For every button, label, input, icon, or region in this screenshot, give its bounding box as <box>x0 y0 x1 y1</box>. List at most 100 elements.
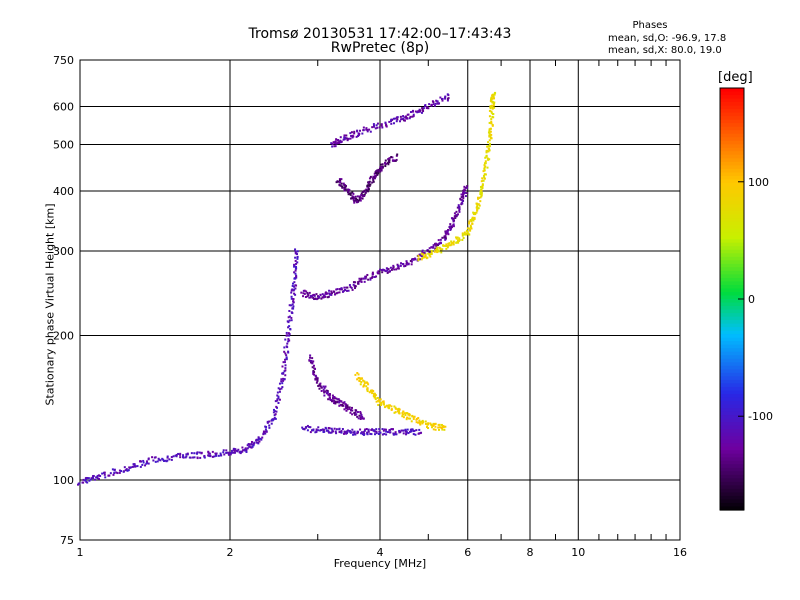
data-point <box>399 115 402 118</box>
colorbar-segment <box>720 274 744 279</box>
data-point <box>421 250 424 253</box>
colorbar-segment <box>720 418 744 423</box>
data-point <box>422 253 425 256</box>
data-point <box>440 251 443 254</box>
data-point <box>323 295 326 298</box>
data-point <box>380 123 383 126</box>
data-point <box>338 404 341 407</box>
data-point <box>389 266 392 269</box>
data-point <box>366 130 369 133</box>
colorbar-segment <box>720 376 744 381</box>
data-point <box>437 426 440 429</box>
colorbar-segment <box>720 197 744 202</box>
data-point <box>359 278 362 281</box>
data-point <box>396 263 399 266</box>
colorbar-segment <box>720 397 744 402</box>
data-point <box>490 111 493 114</box>
data-point <box>355 413 358 416</box>
data-point <box>289 328 292 331</box>
colorbar-segment <box>720 133 744 138</box>
data-point <box>355 135 358 138</box>
data-point <box>222 449 225 452</box>
data-point <box>410 260 413 263</box>
data-point <box>466 185 469 188</box>
data-point <box>326 391 329 394</box>
data-point <box>345 134 348 137</box>
data-point <box>358 280 361 283</box>
data-point <box>488 158 491 161</box>
data-point <box>440 423 443 426</box>
data-point <box>203 456 206 459</box>
data-point <box>363 433 366 436</box>
data-point <box>423 252 426 255</box>
data-point <box>268 424 271 427</box>
data-point <box>314 431 317 434</box>
data-point <box>338 142 341 145</box>
data-point <box>312 364 315 367</box>
data-point <box>432 244 435 247</box>
data-point <box>351 288 354 291</box>
data-point <box>429 422 432 425</box>
colorbar-segment <box>720 341 744 346</box>
x-tick-label: 6 <box>464 546 471 559</box>
data-point <box>399 431 402 434</box>
data-point <box>367 428 370 431</box>
data-point <box>346 191 349 194</box>
data-point <box>343 138 346 141</box>
data-point <box>412 417 415 420</box>
data-point <box>424 253 427 256</box>
data-point <box>132 465 135 468</box>
colorbar-segment <box>720 186 744 191</box>
data-point <box>328 293 331 296</box>
data-point <box>374 127 377 130</box>
colorbar-segment <box>720 207 744 212</box>
colorbar-segment <box>720 228 744 233</box>
data-point <box>390 122 393 125</box>
data-point <box>458 205 461 208</box>
data-point <box>387 160 390 163</box>
data-point <box>294 269 297 272</box>
data-point <box>312 360 315 363</box>
data-point <box>407 113 410 116</box>
colorbar-segment <box>720 351 744 356</box>
data-point <box>162 459 165 462</box>
data-point <box>353 130 356 133</box>
data-point <box>359 412 362 415</box>
data-point <box>336 142 339 145</box>
colorbar-segment <box>720 436 744 441</box>
colorbar-segment <box>720 165 744 170</box>
data-point <box>451 217 454 220</box>
data-point <box>464 189 467 192</box>
data-point <box>319 385 322 388</box>
data-point <box>381 428 384 431</box>
data-point <box>440 427 443 430</box>
data-point <box>329 431 332 434</box>
data-point <box>434 102 437 105</box>
colorbar-segment <box>720 464 744 469</box>
data-point <box>175 455 178 458</box>
data-point <box>395 120 398 123</box>
data-point <box>434 425 437 428</box>
colorbar-segment <box>720 485 744 490</box>
colorbar-segment <box>720 161 744 166</box>
data-point <box>177 452 180 455</box>
data-point <box>331 394 334 397</box>
data-point <box>374 398 377 401</box>
data-point <box>390 428 393 431</box>
data-point <box>411 258 414 261</box>
data-point <box>86 481 89 484</box>
data-point <box>441 248 444 251</box>
data-point <box>294 267 297 270</box>
data-point <box>491 104 494 107</box>
data-point <box>293 277 296 280</box>
data-point <box>290 291 293 294</box>
data-point <box>294 256 297 259</box>
data-point <box>363 380 366 383</box>
data-point <box>354 413 357 416</box>
data-point <box>308 291 311 294</box>
data-point <box>234 448 237 451</box>
data-point <box>342 138 345 141</box>
data-point <box>332 430 335 433</box>
data-point <box>321 428 324 431</box>
data-point <box>390 155 393 158</box>
